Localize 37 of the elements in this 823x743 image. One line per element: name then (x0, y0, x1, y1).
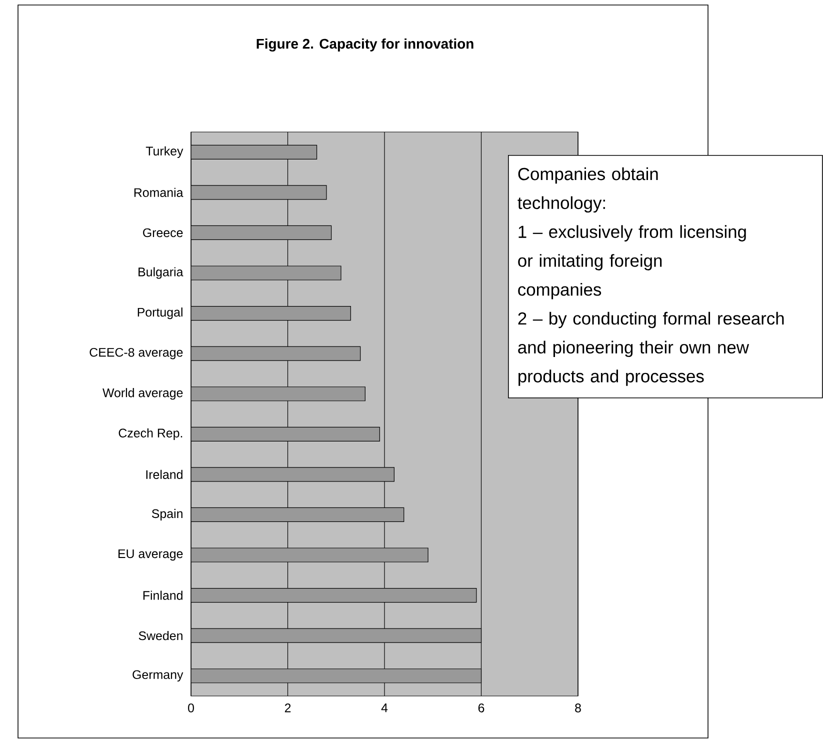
y-tick-label: Turkey (146, 146, 184, 158)
bar (191, 426, 380, 442)
y-tick-label: Bulgaria (138, 267, 184, 279)
x-tick-label: 0 (188, 704, 194, 712)
bar (191, 507, 404, 522)
annotation: 2 – by conducting formal research and pioneering their own new products and processes (518, 312, 784, 386)
y-tick-label: World average (102, 388, 183, 400)
annotation: 1 – exclusively from licensing or imitating foreign companies (518, 225, 746, 300)
bar (191, 668, 482, 684)
y-tick-label: Greece (143, 228, 183, 238)
bar (191, 588, 477, 603)
x-tick-label: 6 (478, 704, 484, 712)
y-tick-label: CEEC-8 average (90, 348, 183, 360)
y-tick-label: EU average (118, 549, 183, 561)
chart-title: Figure 2. Capacity for innovation (256, 38, 474, 52)
y-tick-label: Romania (134, 188, 184, 198)
y-tick-label: Finland (143, 590, 182, 600)
y-tick-label: Sweden (138, 631, 182, 640)
bar (191, 346, 361, 361)
y-tick-label: Spain (152, 508, 182, 521)
bar (191, 386, 366, 402)
bar (191, 144, 318, 160)
bar (191, 185, 327, 200)
x-tick-label: 4 (381, 704, 388, 712)
x-tick-label: 2 (284, 704, 291, 712)
bar (191, 628, 482, 643)
annotation: Companies obtain technology: (518, 167, 658, 213)
bar (191, 225, 332, 240)
y-tick-label: Germany (132, 670, 184, 682)
x-tick-label: 8 (575, 704, 581, 712)
y-tick-label: Ireland (146, 470, 182, 480)
bar (191, 548, 428, 562)
y-tick-label: Portugal (138, 307, 182, 320)
bar (191, 467, 394, 482)
bar (191, 306, 351, 321)
bar (191, 266, 342, 280)
y-tick-label: Czech Rep. (118, 428, 182, 440)
